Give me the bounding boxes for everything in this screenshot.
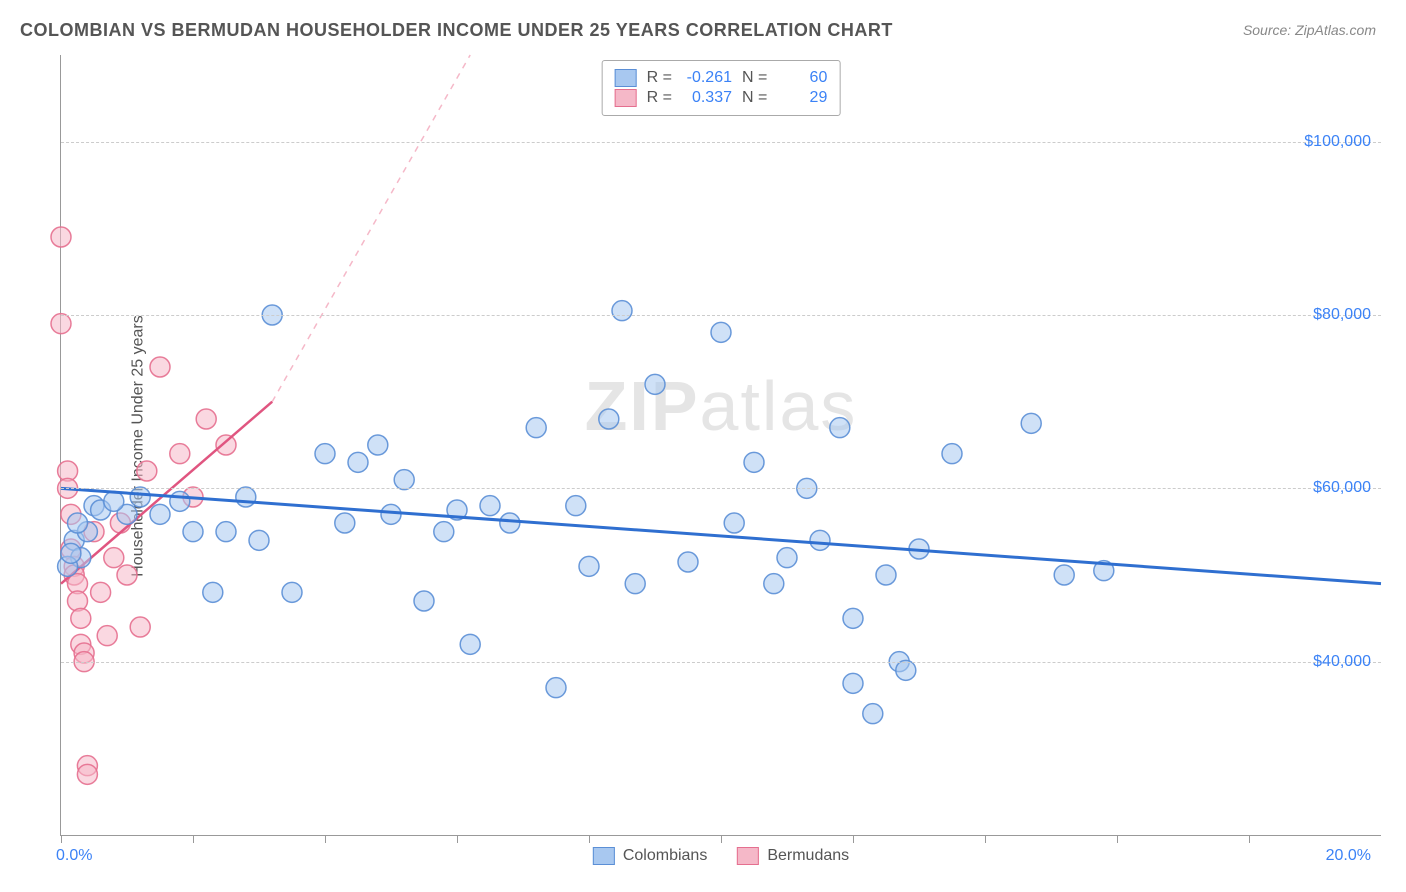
stats-row: R = 0.337 N = 29	[615, 89, 828, 107]
chart-title: COLOMBIAN VS BERMUDAN HOUSEHOLDER INCOME…	[20, 20, 893, 41]
legend-label: Bermudans	[767, 847, 849, 865]
gridline	[61, 662, 1381, 663]
source-attribution: Source: ZipAtlas.com	[1243, 22, 1376, 38]
x-tick	[325, 835, 326, 843]
x-tick	[457, 835, 458, 843]
n-value: 29	[777, 89, 827, 107]
stats-row: R = -0.261 N = 60	[615, 69, 828, 87]
n-label: N =	[742, 89, 767, 107]
chart-container: COLOMBIAN VS BERMUDAN HOUSEHOLDER INCOME…	[0, 0, 1406, 892]
r-value: 0.337	[682, 89, 732, 107]
plot-area: ZIPatlas R = -0.261 N = 60 R = 0.337 N =…	[60, 55, 1381, 836]
y-tick-label: $80,000	[1313, 306, 1371, 324]
stats-swatch	[615, 89, 637, 107]
gridline	[61, 315, 1381, 316]
legend-swatch	[737, 847, 759, 865]
x-tick	[1117, 835, 1118, 843]
y-tick-label: $60,000	[1313, 479, 1371, 497]
n-value: 60	[777, 69, 827, 87]
bottom-legend: Colombians Bermudans	[593, 847, 849, 865]
n-label: N =	[742, 69, 767, 87]
stats-box: R = -0.261 N = 60 R = 0.337 N = 29	[602, 60, 841, 116]
r-value: -0.261	[682, 69, 732, 87]
x-tick	[853, 835, 854, 843]
x-tick	[985, 835, 986, 843]
y-tick-label: $40,000	[1313, 653, 1371, 671]
r-label: R =	[647, 69, 672, 87]
gridline	[61, 488, 1381, 489]
y-tick-label: $100,000	[1304, 133, 1371, 151]
x-tick	[589, 835, 590, 843]
chart-svg	[61, 55, 1381, 835]
legend-swatch	[593, 847, 615, 865]
stats-swatch	[615, 69, 637, 87]
x-tick	[1249, 835, 1250, 843]
x-tick	[721, 835, 722, 843]
r-label: R =	[647, 89, 672, 107]
x-axis-min-label: 0.0%	[56, 847, 92, 865]
legend-label: Colombians	[623, 847, 707, 865]
legend-item: Bermudans	[737, 847, 849, 865]
gridline	[61, 142, 1381, 143]
x-tick	[61, 835, 62, 843]
x-axis-max-label: 20.0%	[1326, 847, 1371, 865]
legend-item: Colombians	[593, 847, 707, 865]
x-tick	[193, 835, 194, 843]
